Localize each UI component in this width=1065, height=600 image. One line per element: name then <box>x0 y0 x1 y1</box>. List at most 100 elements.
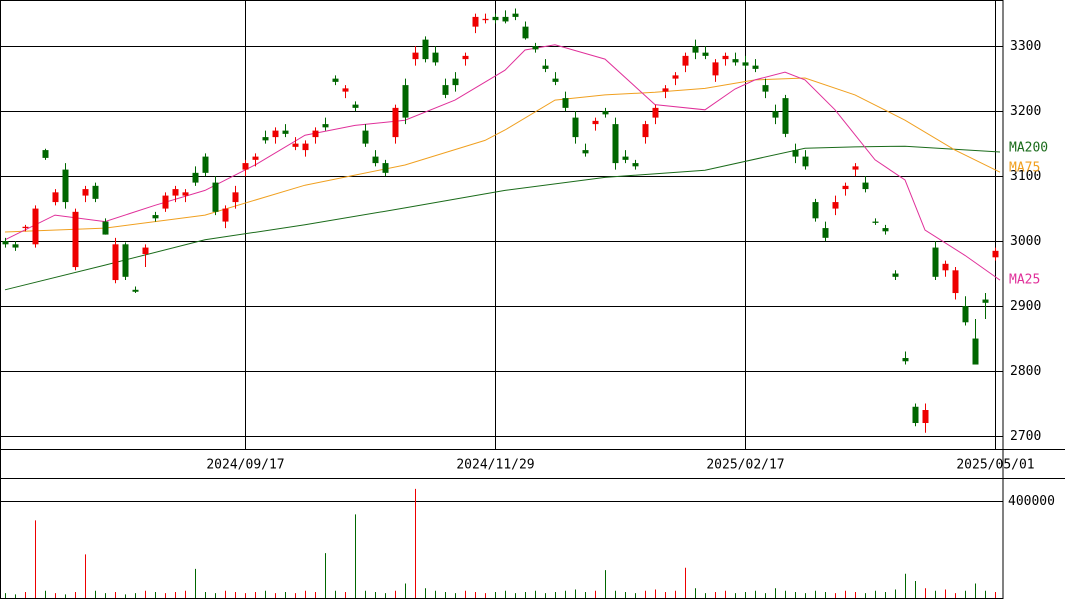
candle-body <box>732 59 739 63</box>
candle-body <box>552 78 559 82</box>
y-tick-label: 3000 <box>1010 234 1041 249</box>
candle-body <box>82 189 89 196</box>
candle-body <box>482 18 489 21</box>
candle-body <box>832 202 839 209</box>
frame <box>0 0 1004 599</box>
candle-body <box>652 107 659 118</box>
candle-body <box>962 306 969 323</box>
candle-body <box>452 78 459 86</box>
candle-body <box>282 130 289 134</box>
candle-body <box>382 163 389 173</box>
candle-body <box>802 156 809 167</box>
candle-body <box>602 111 609 115</box>
candle-body <box>822 228 829 238</box>
candle-body <box>322 124 329 128</box>
candle-body <box>682 55 689 66</box>
candle-body <box>2 241 9 245</box>
candle-body <box>992 250 999 258</box>
candle-body <box>862 182 869 190</box>
candle-body <box>782 98 789 134</box>
candle-body <box>772 111 779 118</box>
candle-body <box>302 143 309 151</box>
candle-body <box>292 143 299 147</box>
y-tick-label: 400000 <box>1008 494 1055 509</box>
candle-body <box>402 85 409 118</box>
candle-body <box>922 410 929 424</box>
candle-body <box>932 247 939 277</box>
candle-body <box>122 244 129 277</box>
candle-body <box>152 215 159 219</box>
candle-body <box>892 273 899 277</box>
candle-body <box>512 13 519 17</box>
candle-body <box>142 247 149 255</box>
candle-body <box>632 163 639 167</box>
candle-body <box>492 16 499 21</box>
legend-label: MA25 <box>1009 273 1040 288</box>
candle-body <box>612 124 619 164</box>
candle-body <box>182 192 189 196</box>
candle-body <box>362 130 369 144</box>
candle-body <box>542 65 549 69</box>
candle-body <box>692 46 699 53</box>
x-tick-label: 2025/02/17 <box>706 458 784 473</box>
candle-body <box>702 52 709 56</box>
candle-body <box>72 211 79 268</box>
candle-body <box>752 65 759 69</box>
candle-body <box>952 270 959 294</box>
x-tick-label: 2024/11/29 <box>456 458 534 473</box>
candle-body <box>742 62 749 66</box>
candle-body <box>222 208 229 222</box>
ma-line <box>4 77 1001 233</box>
candle-body <box>522 26 529 39</box>
candle-body <box>942 263 949 271</box>
candle-body <box>812 202 819 219</box>
candle-body <box>212 182 219 212</box>
candle-body <box>422 39 429 60</box>
ma-line <box>4 44 1001 281</box>
candle-body <box>582 150 589 154</box>
y-tick-label: 2700 <box>1010 429 1041 444</box>
y-tick-label: 3200 <box>1010 104 1041 119</box>
candle-body <box>562 98 569 108</box>
candle-body <box>432 52 439 63</box>
candle-body <box>982 299 989 303</box>
x-tick-label: 2025/05/01 <box>956 458 1034 473</box>
candle-body <box>662 88 669 92</box>
candle-body <box>12 244 19 248</box>
candle-body <box>722 55 729 60</box>
candle-body <box>412 52 419 60</box>
candle-body <box>52 192 59 203</box>
candle-body <box>462 55 469 60</box>
candle-body <box>62 169 69 203</box>
candle-body <box>592 120 599 125</box>
candle-body <box>472 16 479 27</box>
candle-body <box>32 208 39 245</box>
candle-body <box>92 185 99 199</box>
candle-body <box>902 358 909 362</box>
candle-body <box>372 156 379 164</box>
y-tick-label: 3100 <box>1010 169 1041 184</box>
candle-body <box>392 107 399 138</box>
candle-body <box>342 88 349 92</box>
candle-body <box>502 16 509 22</box>
candle-body <box>132 289 139 292</box>
candle-body <box>312 130 319 138</box>
candle-body <box>712 62 719 76</box>
candle-body <box>232 192 239 203</box>
candle-body <box>842 185 849 190</box>
candle-body <box>852 166 859 170</box>
candle-body <box>622 156 629 160</box>
candle-body <box>882 228 889 232</box>
y-tick-label: 2800 <box>1010 364 1041 379</box>
candle-body <box>192 172 199 183</box>
candle-body <box>872 221 879 223</box>
candle-body <box>172 189 179 196</box>
candle-body <box>972 338 979 365</box>
legend-label: MA200 <box>1009 141 1048 156</box>
candle-body <box>442 85 449 95</box>
candle-body <box>252 156 259 160</box>
candle-body <box>332 78 339 82</box>
y-tick-label: 3300 <box>1010 39 1041 54</box>
ma-line <box>4 145 1001 291</box>
